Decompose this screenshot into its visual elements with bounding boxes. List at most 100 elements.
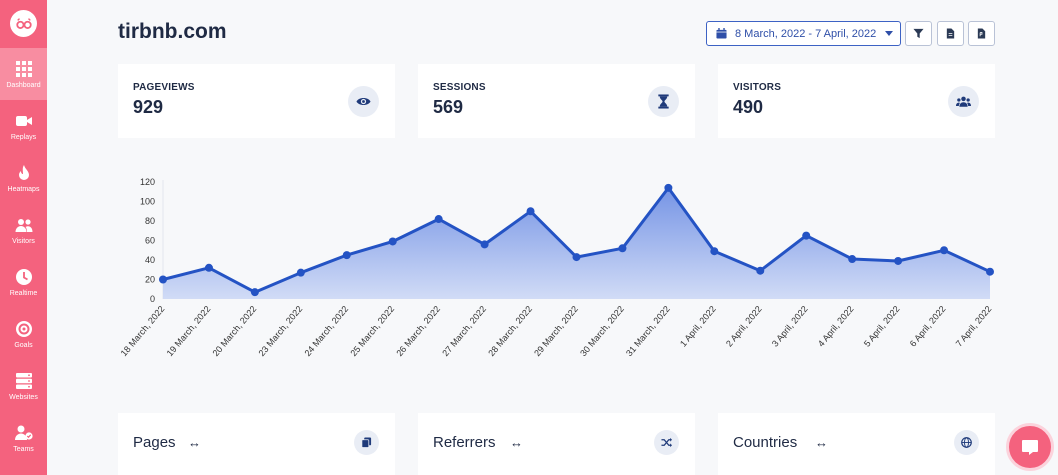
app-logo[interactable] <box>10 10 37 37</box>
x-tick-label: 5 April, 2022 <box>862 304 902 349</box>
sidebar-item-label: Websites <box>9 393 38 401</box>
x-tick-label: 23 March, 2022 <box>257 304 305 358</box>
sidebar: Dashboard Replays Heatmaps Visitors Real… <box>0 0 47 475</box>
x-tick-label: 1 April, 2022 <box>678 304 718 349</box>
x-tick-label: 18 March, 2022 <box>119 304 167 358</box>
export-pdf-button[interactable] <box>968 21 995 46</box>
chat-bubble-icon <box>1022 440 1038 455</box>
data-point[interactable] <box>526 207 535 216</box>
sidebar-item-label: Dashboard <box>6 81 41 89</box>
x-tick-label: 29 March, 2022 <box>532 304 580 358</box>
sidebar-item-teams[interactable]: Teams <box>0 412 47 464</box>
expand-arrow-icon[interactable]: ↔ <box>815 435 828 450</box>
stat-icon-badge <box>948 86 979 117</box>
data-point[interactable] <box>388 237 397 246</box>
stat-label: PAGEVIEWS <box>133 82 195 93</box>
data-point[interactable] <box>296 268 305 277</box>
team-icon <box>14 425 33 440</box>
y-tick-label: 20 <box>145 275 155 285</box>
date-range-picker[interactable]: 8 March, 2022 - 7 April, 2022 <box>706 21 901 46</box>
data-point[interactable] <box>894 256 903 265</box>
sidebar-item-realtime[interactable]: Realtime <box>0 256 47 308</box>
filter-icon <box>913 28 924 39</box>
data-point[interactable] <box>986 267 994 276</box>
expand-arrow-icon[interactable]: ↔ <box>188 435 201 450</box>
expand-arrow-icon[interactable]: ↔ <box>510 435 523 450</box>
chat-button[interactable] <box>1006 423 1054 471</box>
data-point[interactable] <box>664 183 673 192</box>
data-point[interactable] <box>756 266 765 275</box>
sidebar-item-label: Heatmaps <box>7 185 40 193</box>
video-icon <box>15 115 32 126</box>
y-tick-label: 100 <box>140 197 155 207</box>
y-tick-label: 60 <box>145 236 155 246</box>
logo-icon <box>15 17 32 29</box>
chevron-down-icon <box>885 31 894 36</box>
server-icon <box>15 372 32 389</box>
hourglass-icon <box>658 94 669 109</box>
x-tick-label: 28 March, 2022 <box>486 304 534 358</box>
stat-card-sessions: SESSIONS 569 <box>418 64 695 138</box>
calendar-icon <box>716 28 727 39</box>
x-tick-label: 26 March, 2022 <box>394 304 442 358</box>
x-tick-label: 20 March, 2022 <box>211 304 259 358</box>
x-tick-label: 6 April, 2022 <box>908 304 948 349</box>
data-point[interactable] <box>710 247 719 256</box>
x-tick-label: 25 March, 2022 <box>348 304 396 358</box>
x-tick-label: 27 March, 2022 <box>440 304 488 358</box>
sidebar-item-visitors[interactable]: Visitors <box>0 204 47 256</box>
panel-title: Pages <box>133 434 176 451</box>
x-tick-label: 7 April, 2022 <box>954 304 994 349</box>
eye-icon <box>356 97 371 106</box>
x-tick-label: 30 March, 2022 <box>578 304 626 358</box>
panel-icon-badge <box>954 430 979 455</box>
chart-points <box>159 183 994 297</box>
globe-icon <box>961 437 972 448</box>
data-point[interactable] <box>618 244 627 253</box>
file-icon <box>946 28 955 39</box>
sidebar-item-dashboard[interactable]: Dashboard <box>0 48 47 100</box>
sidebar-item-goals[interactable]: Goals <box>0 308 47 360</box>
data-point[interactable] <box>480 240 489 249</box>
shuffle-icon <box>661 437 672 448</box>
data-point[interactable] <box>940 246 949 255</box>
x-tick-label: 3 April, 2022 <box>770 304 810 349</box>
clock-icon <box>15 268 32 285</box>
countries-panel: Countries ↔ <box>718 413 995 475</box>
grid-icon <box>15 60 32 77</box>
data-point[interactable] <box>159 275 167 284</box>
x-tick-label: 24 March, 2022 <box>302 304 350 358</box>
data-point[interactable] <box>250 288 259 297</box>
filter-button[interactable] <box>905 21 932 46</box>
export-csv-button[interactable] <box>937 21 964 46</box>
stat-card-visitors: VISITORS 490 <box>718 64 995 138</box>
data-point[interactable] <box>802 231 811 240</box>
stat-icon-badge <box>648 86 679 117</box>
panel-title: Referrers <box>433 434 496 451</box>
stat-value: 929 <box>133 97 164 117</box>
sidebar-item-heatmaps[interactable]: Heatmaps <box>0 152 47 204</box>
sidebar-item-label: Teams <box>13 445 34 453</box>
copy-icon <box>361 437 372 448</box>
y-tick-label: 120 <box>140 177 155 187</box>
data-point[interactable] <box>342 251 351 260</box>
data-point[interactable] <box>434 215 443 224</box>
target-icon <box>15 320 32 337</box>
users-icon <box>15 218 32 232</box>
data-point[interactable] <box>204 263 213 272</box>
sidebar-item-replays[interactable]: Replays <box>0 100 47 152</box>
users-icon <box>956 96 971 107</box>
data-point[interactable] <box>572 253 581 262</box>
y-tick-label: 80 <box>145 216 155 226</box>
panel-icon-badge <box>354 430 379 455</box>
pages-panel: Pages ↔ <box>118 413 395 475</box>
sidebar-item-websites[interactable]: Websites <box>0 360 47 412</box>
stat-icon-badge <box>348 86 379 117</box>
referrers-panel: Referrers ↔ <box>418 413 695 475</box>
date-range-text: 8 March, 2022 - 7 April, 2022 <box>735 27 877 40</box>
panel-icon-badge <box>654 430 679 455</box>
page-title: tirbnb.com <box>118 20 227 43</box>
chart-line <box>162 186 991 294</box>
data-point[interactable] <box>848 255 857 264</box>
